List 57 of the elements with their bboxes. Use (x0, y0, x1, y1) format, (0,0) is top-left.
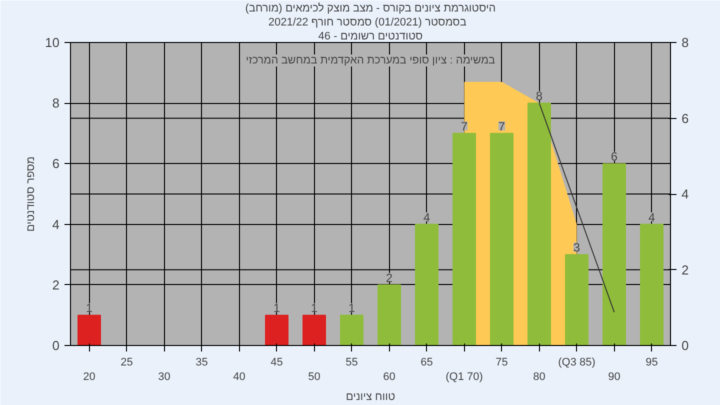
bar (265, 314, 288, 346)
x-tick-label: 20 (83, 370, 96, 383)
x-tick-label: (Q1 70) (446, 370, 483, 383)
x-tick-label: 55 (346, 356, 358, 368)
bar (340, 314, 364, 346)
bar (640, 224, 664, 346)
y-tick-label: 0 (52, 338, 60, 353)
x-tick-label: 80 (533, 370, 546, 383)
data-label: 2 (386, 270, 393, 285)
x-tick-label: 75 (496, 356, 508, 368)
bar (415, 224, 438, 346)
y2-tick-label: 6 (682, 110, 689, 126)
y2-tick-label: 8 (682, 35, 689, 50)
data-label: 3 (573, 240, 580, 255)
chart-subtitle: בסמסטר (01/2021) סמסטר חורף 2021/22 (268, 16, 467, 28)
bar (78, 314, 101, 346)
data-label: 4 (648, 210, 656, 224)
x-tick-label: 30 (158, 370, 170, 383)
data-label: 4 (423, 210, 430, 224)
x-tick-label: 65 (420, 356, 433, 368)
bar (602, 163, 626, 346)
x-tick-label: (Q3 85) (558, 356, 596, 368)
data-label: 7 (498, 119, 506, 134)
data-label: 6 (610, 150, 618, 164)
text: סטודנטים רשומים - 46 (318, 30, 423, 42)
annotation: במשימה : ציון סופי במערכת האקדמית במחשב המרכזי (246, 54, 496, 66)
bar (452, 132, 476, 346)
y-tick-label: 6 (52, 156, 60, 172)
data-label: 8 (536, 89, 543, 104)
bar (378, 284, 401, 346)
data-label: 7 (460, 119, 468, 134)
data-label: 1 (86, 301, 93, 316)
x-tick-label: 35 (196, 356, 208, 368)
x-tick-label: 40 (233, 370, 246, 383)
bar (528, 102, 551, 346)
x-tick-label: 60 (383, 370, 396, 383)
y-tick-label: 4 (52, 216, 60, 232)
data-label: 1 (310, 301, 318, 316)
x-axis-title: טווח ציונים (346, 390, 396, 403)
y2-tick-label: 0 (682, 338, 689, 353)
y-tick-label: 10 (45, 35, 60, 50)
bar (565, 254, 588, 346)
y-tick-label: 8 (52, 96, 60, 111)
x-tick-label: 50 (308, 370, 320, 383)
x-tick-label: 95 (646, 356, 658, 368)
data-label: 1 (273, 301, 280, 316)
y-axis-title: מספר סטודנטים (25, 156, 38, 232)
y2-tick-label: 4 (682, 186, 689, 202)
bar (490, 132, 514, 346)
x-tick-label: 25 (120, 356, 133, 368)
chart-title: (היסטוגרמת ציונים בקורס - מצב מוצק לכימאים (מורחב (245, 2, 496, 14)
y2-tick-label: 2 (682, 262, 689, 278)
bar (302, 314, 326, 346)
data-label: 1 (348, 301, 356, 316)
x-tick-label: 90 (608, 370, 620, 383)
x-tick-label: 45 (270, 356, 283, 368)
y-tick-label: 2 (52, 277, 60, 292)
